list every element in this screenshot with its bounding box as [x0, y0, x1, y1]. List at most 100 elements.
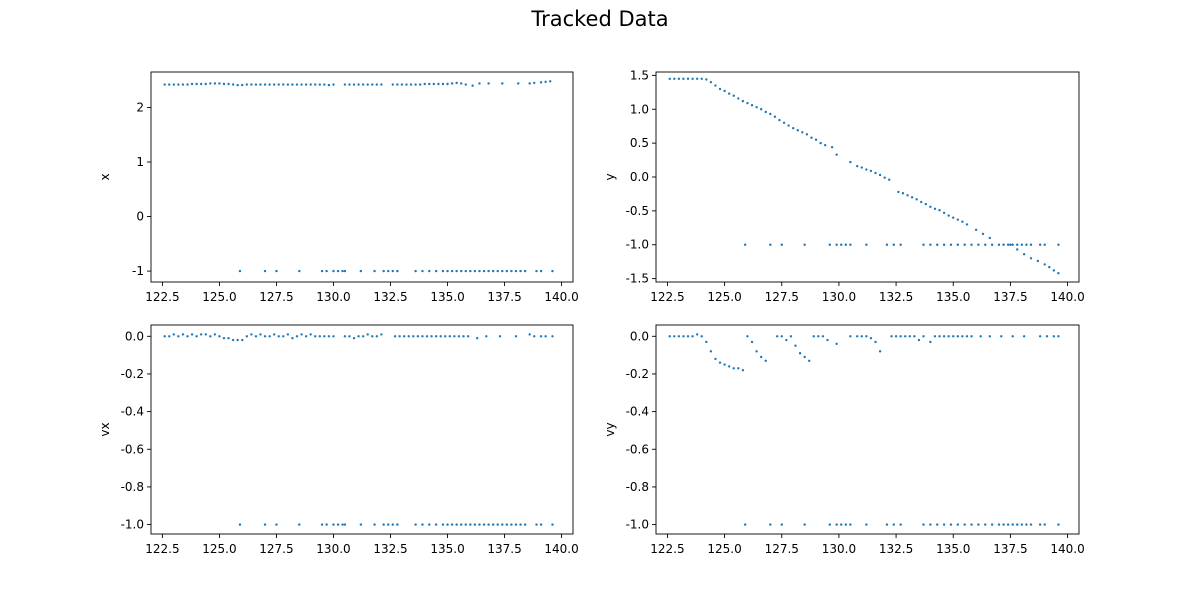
data-point [320, 523, 324, 526]
data-point [1038, 243, 1042, 246]
data-point [1057, 243, 1060, 246]
data-point [1057, 335, 1060, 338]
data-point [682, 77, 685, 80]
data-point [325, 523, 328, 526]
data-point [984, 523, 987, 526]
data-point [1006, 523, 1010, 526]
data-point [780, 523, 783, 526]
data-point [466, 335, 470, 338]
data-point [686, 77, 690, 80]
data-point [517, 82, 520, 85]
data-point [421, 523, 424, 526]
data-point [819, 141, 822, 145]
data-point [373, 523, 376, 526]
data-point [528, 333, 531, 336]
data-points [668, 333, 1060, 526]
data-point [298, 269, 301, 273]
data-point [373, 269, 376, 273]
data-point [366, 333, 369, 336]
data-point [942, 523, 946, 526]
x-tick-label: 140.0 [544, 542, 578, 556]
data-point [332, 523, 335, 526]
data-point [821, 335, 825, 338]
data-point [709, 350, 713, 353]
data-point [286, 333, 290, 336]
data-point [519, 269, 522, 273]
data-point [1038, 335, 1042, 338]
y-axis: -1.0 -0.8 -0.6 -0.4 -0.2 0.0 [121, 329, 151, 532]
y-axis-label: x [98, 173, 112, 180]
data-point [723, 89, 726, 93]
data-point [250, 333, 253, 336]
data-point [718, 361, 722, 364]
data-point [700, 335, 703, 338]
data-point [764, 359, 767, 362]
y-tick-label: 1 [136, 155, 144, 169]
data-point [1029, 243, 1033, 246]
data-point [400, 83, 404, 86]
data-point [714, 357, 717, 361]
data-point [434, 523, 438, 526]
x-tick-label: 122.5 [650, 542, 684, 556]
y-tick-label: -0.6 [121, 442, 144, 456]
data-point [414, 269, 417, 273]
data-point [332, 335, 335, 338]
data-point [168, 335, 171, 338]
data-point [268, 335, 271, 338]
data-point [352, 83, 356, 86]
data-point [441, 269, 445, 273]
data-point [917, 338, 921, 342]
data-point [464, 523, 467, 526]
data-point [327, 83, 331, 87]
data-point [231, 338, 235, 342]
data-point [899, 335, 902, 338]
data-point [437, 82, 440, 86]
data-point [510, 523, 513, 526]
x-tick-label: 132.5 [879, 290, 913, 304]
data-point [423, 82, 426, 86]
data-point [222, 336, 226, 340]
data-point [204, 333, 207, 336]
data-point [539, 523, 543, 526]
subplot-4: 122.5 125.0 127.5 130.0 132.5 135.0 137.5 140.0… [603, 324, 1085, 556]
data-point [227, 82, 230, 86]
x-tick-label: 140.0 [1050, 542, 1084, 556]
data-point [551, 269, 554, 273]
data-point [732, 94, 735, 97]
data-point [336, 269, 340, 273]
data-point [418, 83, 422, 86]
y-tick-label: -0.4 [626, 405, 649, 419]
data-point [922, 335, 925, 338]
data-point [320, 269, 324, 273]
data-point [743, 243, 747, 246]
data-point [298, 523, 301, 526]
data-point [737, 367, 740, 370]
x-tick-label: 130.0 [316, 290, 350, 304]
data-point [750, 103, 754, 107]
data-point [371, 335, 374, 338]
data-point [327, 335, 331, 338]
data-point [195, 82, 198, 86]
data-point [810, 136, 813, 139]
data-point [705, 78, 708, 81]
data-point [218, 335, 221, 338]
data-point [830, 145, 834, 149]
data-point [295, 335, 299, 338]
data-point [1057, 271, 1060, 275]
data-point [956, 243, 960, 246]
data-point [824, 143, 827, 147]
data-point [412, 335, 415, 338]
data-point [387, 523, 390, 526]
data-point [949, 523, 953, 526]
x-tick-label: 140.0 [1050, 290, 1084, 304]
data-point [869, 169, 873, 173]
data-point [195, 335, 198, 338]
data-point [977, 243, 980, 246]
data-point [952, 335, 955, 338]
data-point [209, 82, 212, 85]
data-point [1029, 257, 1033, 260]
data-point [259, 333, 262, 336]
data-point [849, 160, 852, 164]
data-point [1048, 265, 1051, 269]
data-point [241, 83, 244, 87]
